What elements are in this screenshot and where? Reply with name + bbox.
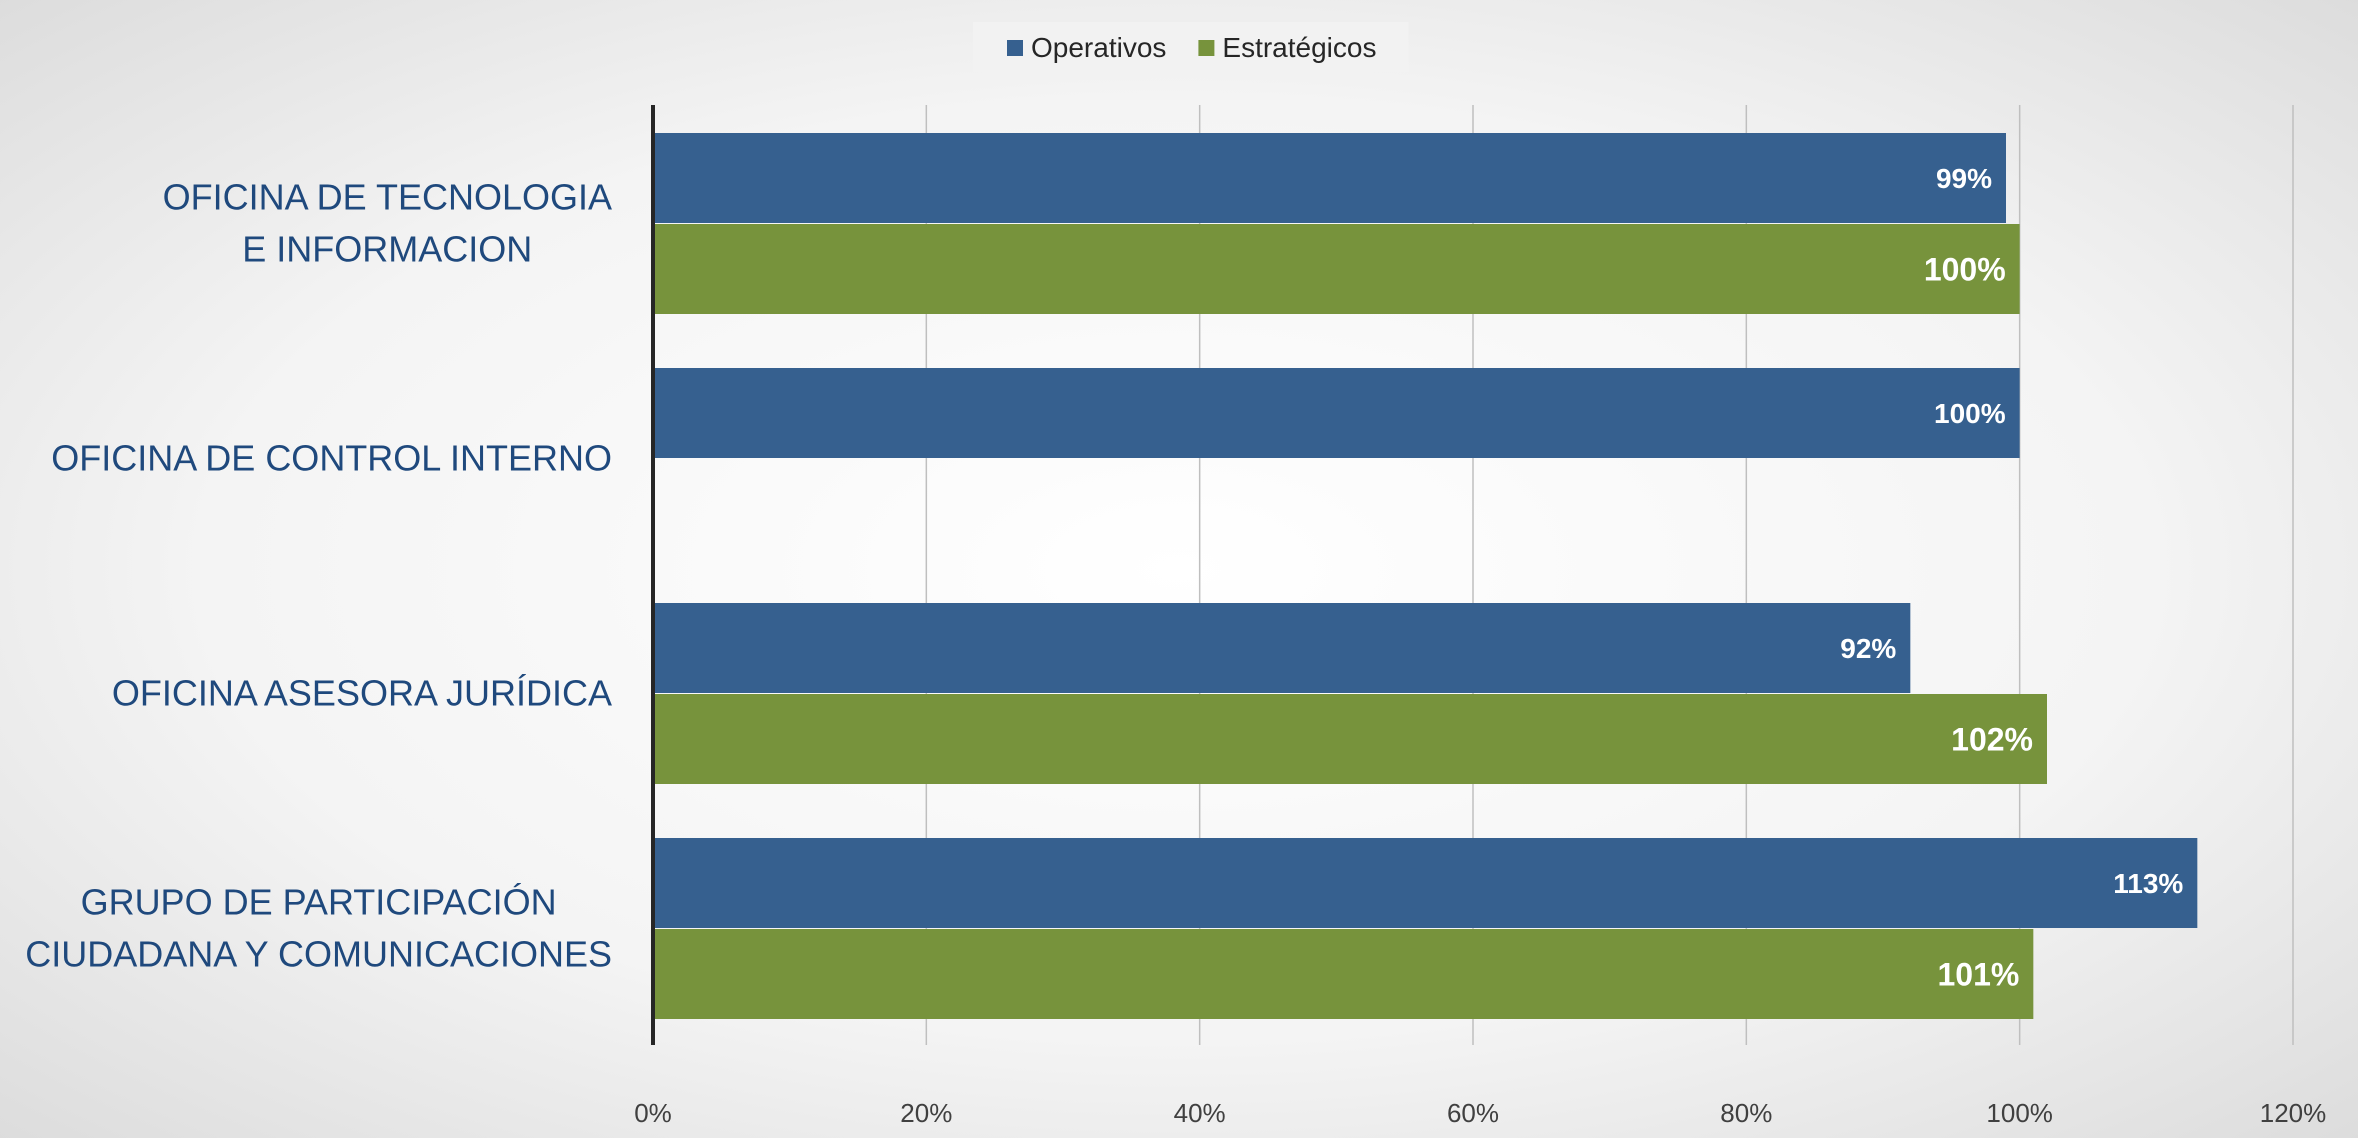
operativos-bar[interactable] [653, 603, 1911, 693]
category-label: OFICINA ASESORA JURÍDICA [112, 673, 612, 714]
category-label: GRUPO DE PARTICIPACIÓN [81, 882, 557, 923]
x-tick-label: 40% [1174, 1098, 1226, 1128]
x-tick-label: 120% [2260, 1098, 2327, 1128]
category-label: OFICINA DE TECNOLOGIA [163, 177, 612, 218]
operativos-bar[interactable] [653, 838, 2198, 928]
data-label: 102% [1951, 722, 2033, 758]
data-label: 99% [1936, 163, 1992, 194]
data-label: 101% [1937, 957, 2019, 993]
data-label: 100% [1934, 398, 2006, 429]
x-tick-label: 100% [1986, 1098, 2053, 1128]
estrategicos-bar[interactable] [653, 224, 2020, 314]
operativos-bar[interactable] [653, 368, 2020, 458]
legend-label[interactable]: Estratégicos [1222, 32, 1376, 63]
legend-label[interactable]: Operativos [1031, 32, 1166, 63]
x-tick-label: 20% [900, 1098, 952, 1128]
x-tick-label: 0% [634, 1098, 672, 1128]
data-labels: 99% 100% 92% 113% 100% 102% 101% [1840, 163, 2183, 992]
x-tick-label: 80% [1720, 1098, 1772, 1128]
x-tick-label: 60% [1447, 1098, 1499, 1128]
legend-box [973, 22, 1409, 72]
data-label: 100% [1924, 252, 2006, 288]
data-label: 92% [1840, 633, 1896, 664]
category-label: OFICINA DE CONTROL INTERNO [51, 438, 612, 479]
bars [653, 133, 2198, 1019]
category-label: E INFORMACION [242, 229, 532, 270]
estrategicos-bar[interactable] [653, 929, 2034, 1019]
data-label: 113% [2113, 868, 2183, 899]
axes: 0% 20% 40% 60% 80% 100% 120% OFICINA DE TECNOLO… [25, 105, 2326, 1128]
category-label: CIUDADANA Y COMUNICACIONES [25, 934, 612, 975]
legend-swatch [1007, 40, 1023, 56]
operativos-bar[interactable] [653, 133, 2006, 223]
legend-swatch [1198, 40, 1215, 56]
legend[interactable]: Operativos Estratégicos [973, 22, 1409, 72]
estrategicos-bar[interactable] [653, 694, 2047, 784]
